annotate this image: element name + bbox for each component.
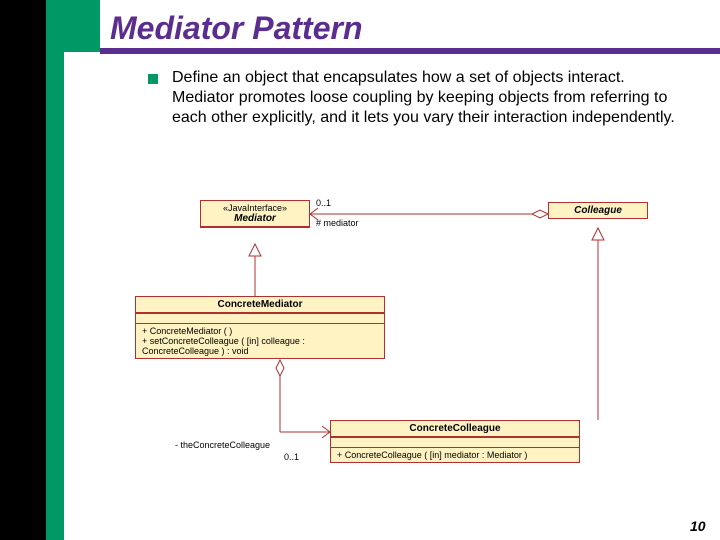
uml-arrowhead [322,426,330,438]
uml-generalization-arrowhead [249,244,261,256]
uml-class-name: ConcreteMediator [136,297,384,313]
uml-attributes [136,313,384,323]
uml-aggregation-diamond [276,360,284,376]
accent-green-thin [46,52,64,540]
uml-class-concrete-colleague: ConcreteColleague + ConcreteColleague ( … [330,420,580,463]
uml-class-concrete-mediator: ConcreteMediator + ConcreteMediator ( )+… [135,296,385,359]
uml-attributes [331,437,579,447]
uml-stereotype: «JavaInterface» [207,203,303,213]
bullet-icon [148,74,158,84]
uml-multiplicity: 0..1 [284,452,299,462]
accent-black [0,0,46,540]
page-number: 10 [690,518,706,534]
uml-aggregation-diamond [532,210,548,218]
bullet-text: Define an object that encapsulates how a… [172,68,688,128]
uml-role: # mediator [316,218,359,228]
uml-class-mediator: «JavaInterface» Mediator [200,200,310,228]
bullet-item: Define an object that encapsulates how a… [148,68,688,128]
uml-class-colleague: Colleague [548,202,648,219]
uml-arrowhead [310,208,318,220]
uml-role-label: - theConcreteColleague [175,440,270,450]
uml-operations: + ConcreteColleague ( [in] mediator : Me… [331,447,579,462]
uml-mediator-header: «JavaInterface» Mediator [201,201,309,227]
uml-class-name: Mediator [207,213,303,224]
title-underline [100,48,720,54]
uml-multiplicity: 0..1 [316,198,331,208]
title-text: Mediator Pattern [110,10,362,46]
accent-green-wide [46,0,100,52]
uml-operations: + ConcreteMediator ( )+ setConcreteColle… [136,323,384,358]
slide-title: Mediator Pattern [110,10,362,47]
uml-class-name: Colleague [549,203,647,218]
uml-class-name: ConcreteColleague [331,421,579,437]
uml-generalization-arrowhead [592,228,604,240]
